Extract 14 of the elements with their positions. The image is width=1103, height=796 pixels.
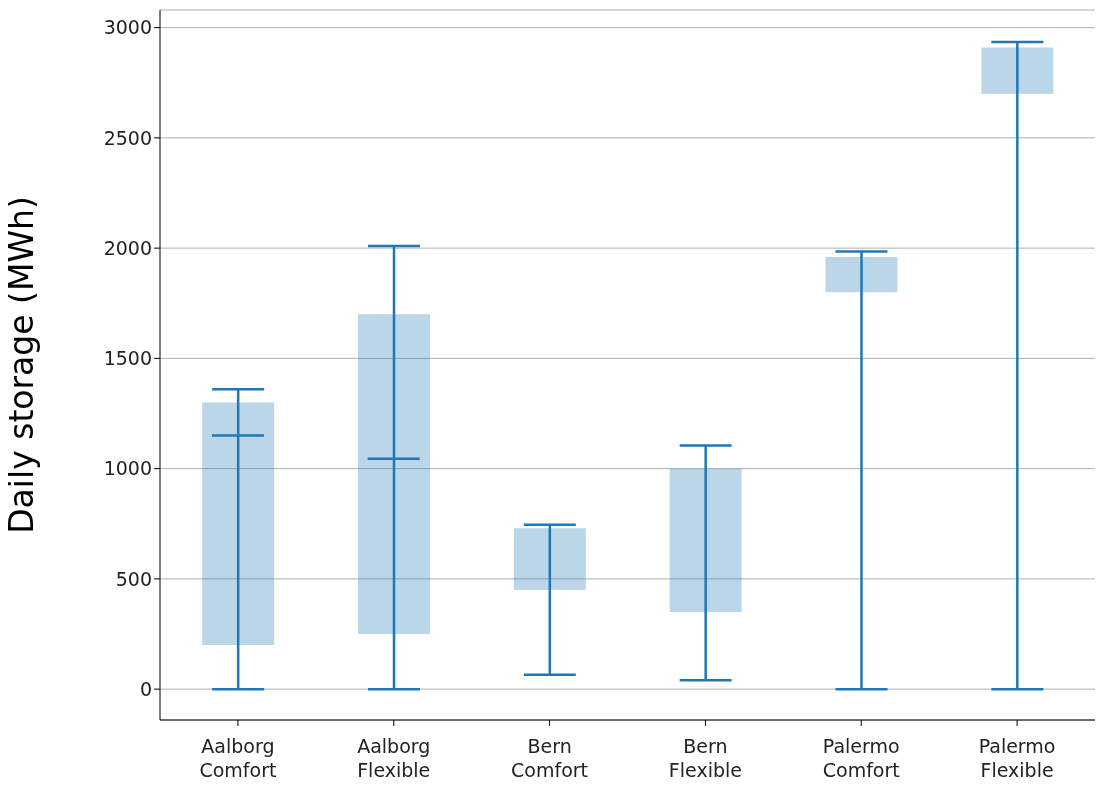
x-tick-label: Aalborg Comfort [199,735,277,781]
y-axis-title: Daily storage (MWh) [1,196,41,534]
x-tick-label: Bern Flexible [668,735,742,781]
x-tick-label: Palermo Flexible [978,735,1056,781]
y-tick-label: 2000 [103,236,152,259]
x-tick-label: Bern Comfort [511,735,589,781]
y-tick-label: 1000 [103,457,152,480]
x-tick-label: Aalborg Flexible [357,735,431,781]
y-tick-label: 500 [115,567,152,590]
x-tick-label: Palermo Comfort [822,735,900,781]
y-tick-label: 0 [139,677,152,700]
y-tick-label: 3000 [103,16,152,39]
y-tick-label: 1500 [103,347,152,370]
y-tick-label: 2500 [103,126,152,149]
